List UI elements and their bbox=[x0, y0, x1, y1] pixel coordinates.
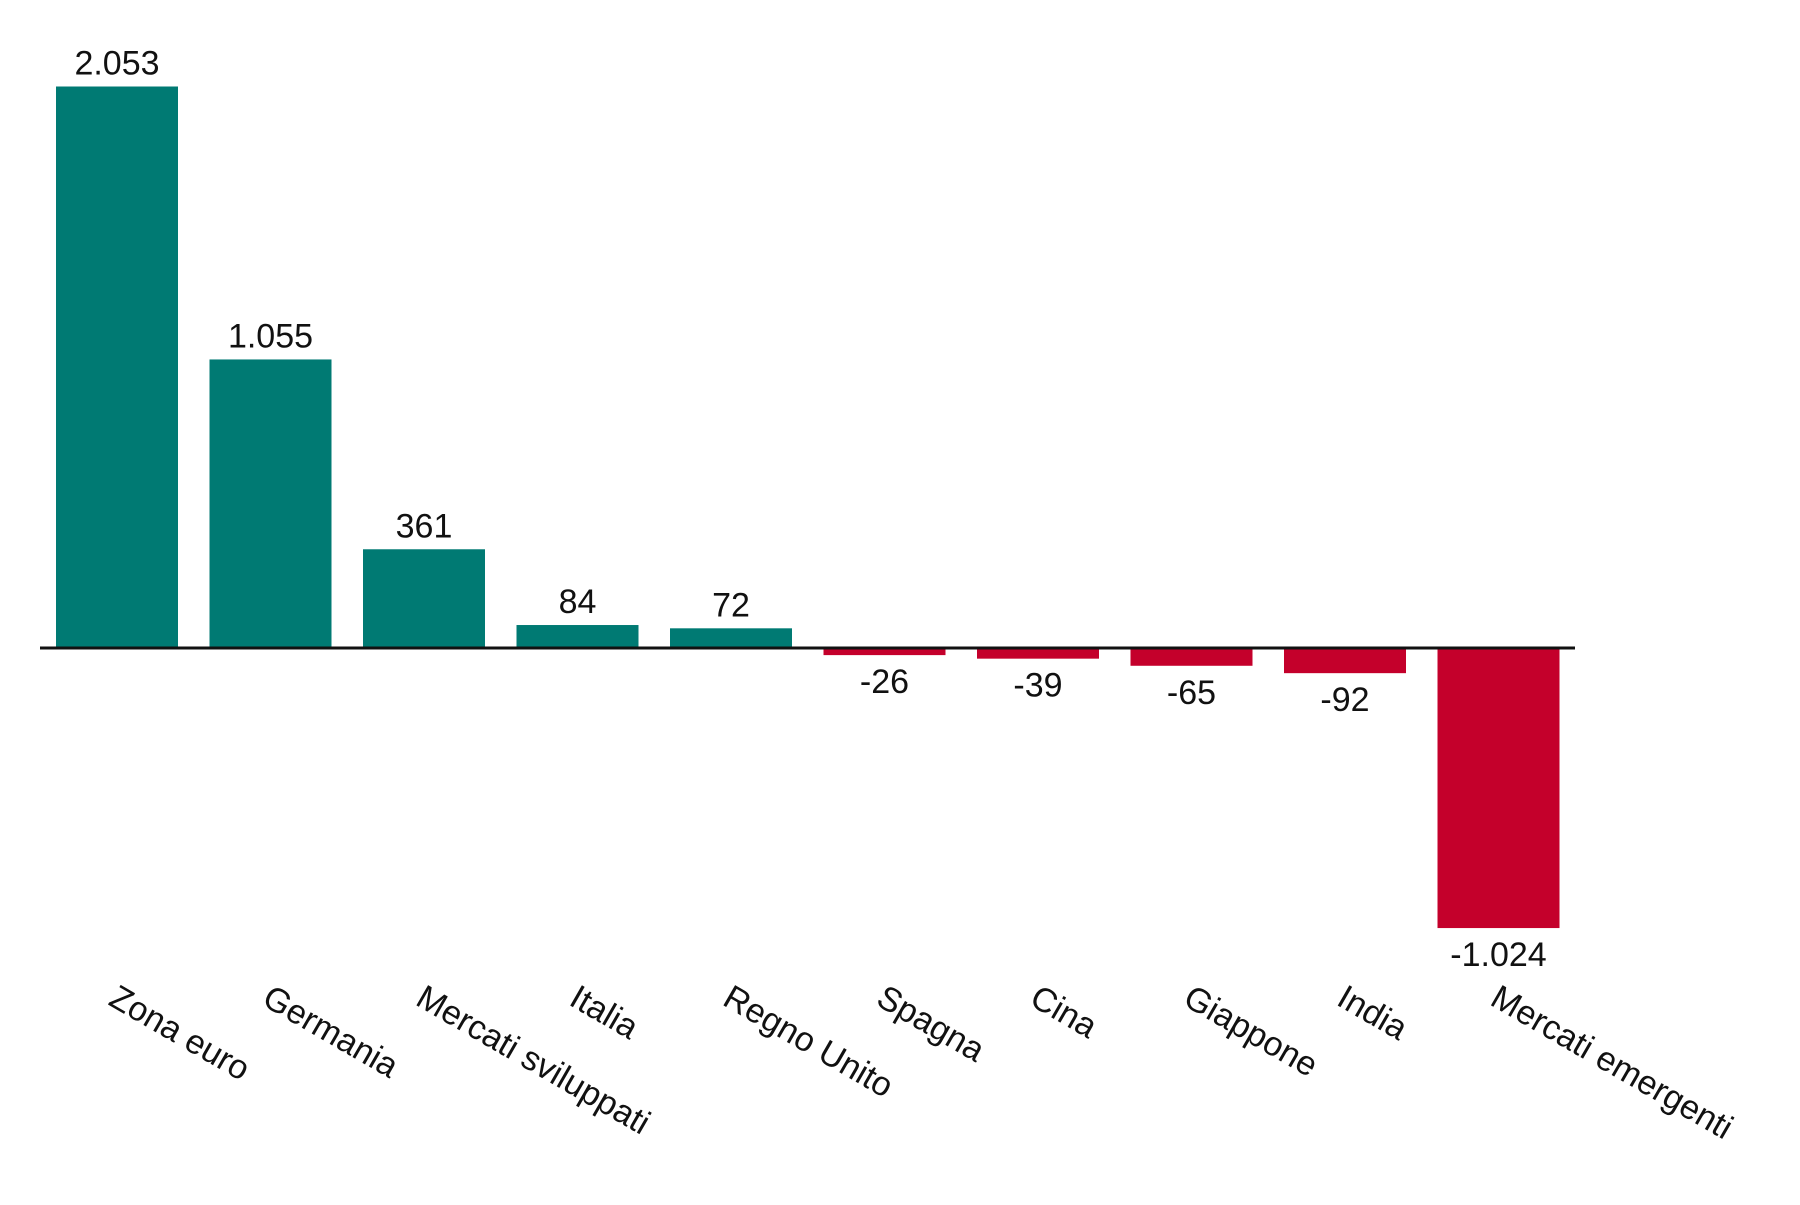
category-label-germania: Germania bbox=[257, 978, 405, 1086]
bar-india bbox=[1284, 648, 1406, 674]
bar-zona-euro bbox=[56, 86, 178, 648]
value-label-mercati-sviluppati: 361 bbox=[396, 507, 453, 545]
value-label-zona-euro: 2.053 bbox=[74, 45, 159, 83]
bar-italia bbox=[516, 625, 639, 648]
bar-germania bbox=[209, 359, 332, 648]
category-label-india: India bbox=[1331, 978, 1414, 1048]
category-label-italia: Italia bbox=[564, 978, 645, 1047]
category-label-cina: Cina bbox=[1024, 978, 1104, 1046]
value-label-cina: -39 bbox=[1013, 667, 1062, 705]
value-label-giappone: -65 bbox=[1167, 674, 1216, 712]
bar-mercati-sviluppati bbox=[363, 549, 485, 648]
value-labels-layer: 2.053 1.055 361 84 72 -26 -39 -65 -92 -1.024 bbox=[74, 45, 1546, 975]
bar-cina bbox=[977, 648, 1099, 659]
category-labels-layer: Zona euro Germania Mercati sviluppatiItali… bbox=[103, 978, 1739, 1147]
value-label-regno-unito: 72 bbox=[712, 586, 750, 624]
value-label-italia: 84 bbox=[559, 583, 597, 621]
bar-giappone bbox=[1130, 648, 1253, 666]
bar-mercati-emergenti bbox=[1437, 648, 1560, 929]
value-label-germania: 1.055 bbox=[228, 317, 313, 355]
category-label-mercati-emergenti: Mercati emergenti bbox=[1485, 978, 1740, 1147]
value-label-india: -92 bbox=[1320, 681, 1369, 719]
bar-spagna bbox=[823, 648, 946, 656]
category-label-spagna: Spagna bbox=[871, 978, 992, 1070]
category-label-zona-euro: Zona euro bbox=[103, 978, 256, 1088]
bars-layer bbox=[56, 86, 1560, 929]
bar-regno-unito bbox=[670, 628, 792, 648]
category-label-giappone: Giappone bbox=[1178, 978, 1325, 1085]
value-label-mercati-emergenti: -1.024 bbox=[1450, 936, 1546, 974]
value-label-spagna: -26 bbox=[860, 663, 909, 701]
category-label-regno-unito: Regno Unito bbox=[717, 978, 900, 1105]
